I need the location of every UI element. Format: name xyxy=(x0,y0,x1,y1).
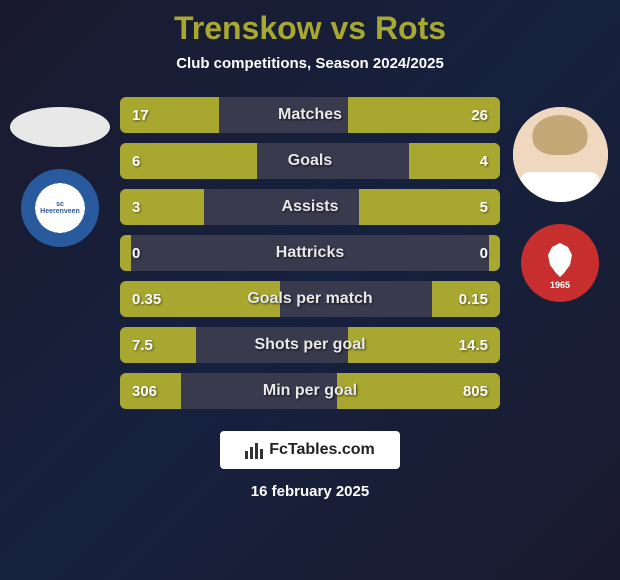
stat-value-left: 3 xyxy=(132,199,140,216)
content-area: scHeerenveen 17 26 Matches 6 4 Goals 3 5 Assists… xyxy=(0,97,620,409)
brand-text: FcTables.com xyxy=(269,441,375,459)
stat-value-right: 0.15 xyxy=(459,291,488,308)
stat-label: Goals per match xyxy=(247,290,372,308)
stat-value-left: 17 xyxy=(132,107,149,124)
player2-name: Rots xyxy=(375,10,446,46)
club2-logo: 1965 xyxy=(521,224,599,302)
stats-table: 17 26 Matches 6 4 Goals 3 5 Assists 0 0 Hattricks 0.… xyxy=(115,97,505,409)
stat-value-right: 5 xyxy=(480,199,488,216)
stat-label: Goals xyxy=(288,152,332,170)
stat-value-right: 805 xyxy=(463,383,488,400)
stat-value-left: 0 xyxy=(132,245,140,262)
subtitle: Club competitions, Season 2024/2025 xyxy=(0,55,620,72)
stat-row: 0 0 Hattricks xyxy=(120,235,500,271)
stat-value-right: 14.5 xyxy=(459,337,488,354)
bar-left xyxy=(120,235,131,271)
player1-avatar xyxy=(10,107,110,147)
comparison-card: Trenskow vs Rots Club competitions, Seas… xyxy=(0,0,620,580)
bar-right xyxy=(489,235,500,271)
page-title: Trenskow vs Rots xyxy=(0,10,620,47)
chart-icon xyxy=(245,441,263,459)
club1-name: scHeerenveen xyxy=(40,201,80,215)
stat-row: 17 26 Matches xyxy=(120,97,500,133)
club1-logo: scHeerenveen xyxy=(21,169,99,247)
brand-logo: FcTables.com xyxy=(220,431,400,469)
stat-value-right: 0 xyxy=(480,245,488,262)
stat-label: Assists xyxy=(282,198,339,216)
stat-label: Matches xyxy=(278,106,342,124)
player1-name: Trenskow xyxy=(174,10,322,46)
stat-value-left: 306 xyxy=(132,383,157,400)
stat-row: 6 4 Goals xyxy=(120,143,500,179)
stat-value-right: 4 xyxy=(480,153,488,170)
stat-row: 7.5 14.5 Shots per goal xyxy=(120,327,500,363)
stat-value-right: 26 xyxy=(471,107,488,124)
club2-year: 1965 xyxy=(550,280,570,290)
right-column: 1965 xyxy=(505,97,615,302)
stat-row: 3 5 Assists xyxy=(120,189,500,225)
player2-avatar xyxy=(513,107,608,202)
stat-value-left: 6 xyxy=(132,153,140,170)
stat-value-left: 0.35 xyxy=(132,291,161,308)
vs-label: vs xyxy=(330,10,366,46)
stat-row: 0.35 0.15 Goals per match xyxy=(120,281,500,317)
stat-label: Min per goal xyxy=(263,382,357,400)
left-column: scHeerenveen xyxy=(5,97,115,247)
footer-date: 16 february 2025 xyxy=(0,483,620,500)
bar-left xyxy=(120,143,257,179)
stat-label: Hattricks xyxy=(276,244,344,262)
player-face-icon xyxy=(513,107,608,202)
stat-label: Shots per goal xyxy=(254,336,365,354)
stat-row: 306 805 Min per goal xyxy=(120,373,500,409)
stat-value-left: 7.5 xyxy=(132,337,153,354)
